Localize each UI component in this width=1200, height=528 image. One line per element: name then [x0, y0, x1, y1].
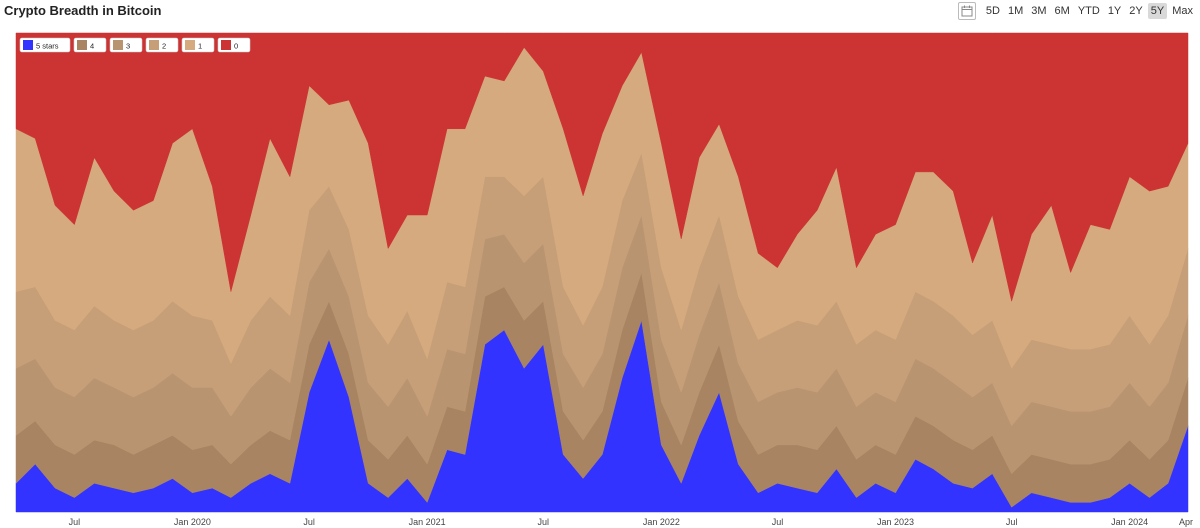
x-tick-label: Jul — [69, 517, 81, 527]
legend-label: 2 — [162, 42, 166, 51]
legend-item-1[interactable]: 1 — [181, 37, 215, 53]
legend-swatch — [23, 40, 33, 50]
range-toolbar: 5D 1M 3M 6M YTD 1Y 2Y 5Y Max — [957, 2, 1196, 20]
legend-swatch — [185, 40, 195, 50]
legend-item-5-stars[interactable]: 5 stars — [19, 37, 71, 53]
x-tick-label: Jan 2022 — [643, 517, 680, 527]
calendar-icon[interactable] — [957, 2, 976, 20]
x-tick-label: Jul — [1006, 517, 1018, 527]
legend-item-0[interactable]: 0 — [217, 37, 251, 53]
x-tick-label: Jul — [538, 517, 550, 527]
series-area-0 — [15, 32, 1189, 303]
range-1m-button[interactable]: 1M — [1007, 5, 1024, 17]
range-3m-button[interactable]: 3M — [1031, 5, 1047, 17]
legend-label: 1 — [198, 42, 202, 51]
calendar-icon-glyph — [961, 5, 973, 17]
legend-swatch — [113, 40, 123, 50]
legend-swatch — [77, 40, 87, 50]
range-5y-button[interactable]: 5Y — [1147, 3, 1168, 19]
x-tick-label: Apr — [1179, 517, 1193, 527]
range-5d-button[interactable]: 5D — [985, 5, 1000, 17]
x-tick-label: Jul — [772, 517, 784, 527]
legend-label: 4 — [90, 42, 94, 51]
x-tick-label: Jan 2021 — [409, 517, 446, 527]
x-tick-label: Jul — [303, 517, 315, 527]
x-tick-label: Jan 2024 — [1111, 517, 1148, 527]
legend-item-2[interactable]: 2 — [145, 37, 179, 53]
legend-item-3[interactable]: 3 — [109, 37, 143, 53]
x-tick-label: Jan 2020 — [174, 517, 211, 527]
legend-swatch — [149, 40, 159, 50]
x-tick-label: Jan 2023 — [877, 517, 914, 527]
range-1y-button[interactable]: 1Y — [1107, 5, 1122, 17]
page-title: Crypto Breadth in Bitcoin — [4, 3, 162, 18]
legend-item-4[interactable]: 4 — [73, 37, 107, 53]
legend-swatch — [221, 40, 231, 50]
range-2y-button[interactable]: 2Y — [1129, 5, 1143, 17]
range-max-button[interactable]: Max — [1172, 5, 1193, 17]
range-6m-button[interactable]: 6M — [1054, 5, 1070, 17]
legend-label: 3 — [126, 42, 130, 51]
legend-label: 0 — [234, 42, 238, 51]
range-ytd-button[interactable]: YTD — [1077, 5, 1100, 17]
legend-label: 5 stars — [36, 42, 59, 51]
